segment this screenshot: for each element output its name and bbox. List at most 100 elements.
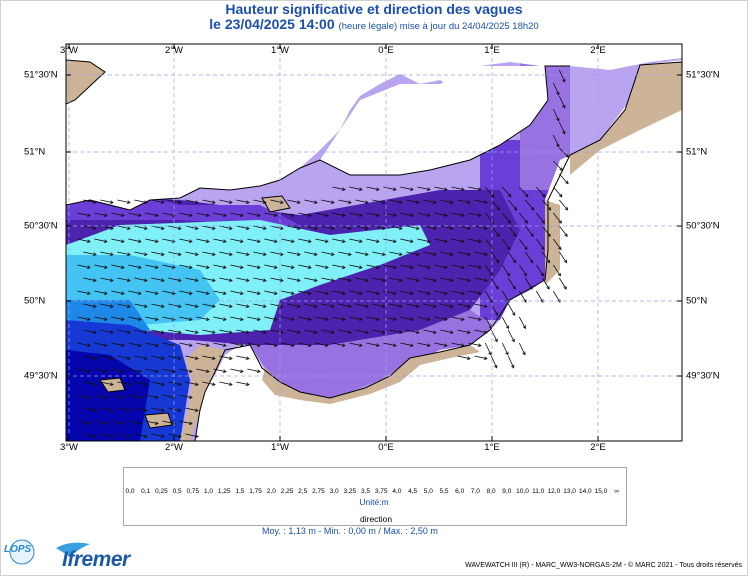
- direction-arrow: [518, 264, 527, 277]
- direction-arrow-head: [557, 272, 561, 277]
- direction-arrow-head: [324, 213, 329, 217]
- direction-arrow: [219, 199, 233, 204]
- direction-arrow: [77, 290, 91, 295]
- direction-arrow-head: [505, 351, 509, 356]
- direction-arrow: [304, 251, 318, 256]
- direction-arrow-head: [524, 220, 528, 224]
- direction-arrow-head: [245, 304, 250, 308]
- direction-arrow-head: [375, 213, 380, 217]
- direction-arrow-head: [160, 278, 165, 282]
- direction-arrow: [315, 264, 329, 269]
- direction-arrow: [77, 342, 91, 347]
- direction-arrow: [94, 342, 108, 347]
- direction-arrow-head: [432, 226, 437, 230]
- direction-arrow: [100, 251, 114, 256]
- direction-arrow-head: [262, 200, 267, 204]
- direction-arrow: [440, 303, 454, 308]
- direction-arrow: [111, 342, 125, 347]
- direction-arrow-head: [126, 330, 131, 334]
- direction-arrow-head: [409, 317, 414, 321]
- direction-arrow-head: [511, 364, 515, 369]
- direction-arrow-head: [375, 265, 380, 269]
- direction-arrow: [219, 329, 233, 334]
- direction-arrow-head: [523, 272, 527, 277]
- direction-arrow-head: [126, 200, 131, 204]
- direction-arrow: [264, 238, 278, 243]
- direction-arrow-head: [415, 278, 420, 282]
- direction-arrow: [518, 238, 528, 250]
- direction-arrow-head: [392, 265, 397, 269]
- direction-arrow-head: [137, 317, 142, 321]
- direction-arrow: [383, 212, 397, 217]
- zone-southeast-purple: [250, 310, 500, 400]
- direction-arrow-head: [205, 343, 210, 347]
- direction-arrow: [247, 238, 261, 243]
- direction-arrow-head: [120, 317, 125, 321]
- direction-arrow-head: [426, 265, 431, 269]
- direction-arrow: [304, 199, 318, 204]
- direction-arrow-head: [194, 434, 199, 438]
- direction-arrow: [366, 342, 380, 347]
- direction-arrow-head: [120, 369, 125, 373]
- direction-arrow-head: [273, 291, 278, 295]
- direction-arrow-head: [415, 304, 420, 308]
- direction-arrow: [535, 238, 545, 250]
- direction-arrow: [349, 264, 363, 269]
- direction-arrow-head: [449, 304, 454, 308]
- direction-arrow-head: [426, 291, 431, 295]
- direction-arrow: [559, 147, 569, 158]
- direction-arrow-head: [177, 200, 182, 204]
- direction-arrow-head: [256, 369, 261, 373]
- direction-arrow-head: [171, 291, 176, 295]
- direction-arrow: [304, 225, 318, 230]
- direction-arrow-head: [432, 304, 437, 308]
- direction-arrow-head: [154, 369, 159, 373]
- direction-arrow-head: [483, 200, 488, 204]
- direction-arrow: [196, 368, 210, 373]
- direction-arrow: [128, 394, 142, 399]
- direction-arrow-head: [188, 317, 193, 321]
- direction-arrow: [366, 238, 380, 243]
- direction-arrow: [128, 290, 142, 295]
- direction-arrow-head: [330, 200, 335, 204]
- direction-arrow-head: [541, 246, 545, 251]
- direction-arrow: [518, 316, 526, 329]
- direction-arrow-head: [381, 304, 386, 308]
- legend-tick-label: 15,0: [594, 488, 608, 495]
- direction-arrow-head: [460, 239, 465, 243]
- direction-arrow: [484, 342, 492, 355]
- direction-arrow-head: [279, 252, 284, 256]
- direction-arrow: [558, 95, 566, 108]
- direction-arrow: [77, 368, 91, 373]
- direction-arrow: [134, 251, 148, 256]
- direction-arrow: [474, 303, 488, 308]
- direction-arrow: [366, 316, 380, 321]
- legend-tick-label: 2,5: [298, 488, 308, 495]
- direction-arrow-head: [347, 252, 352, 256]
- direction-arrow-head: [341, 187, 346, 191]
- direction-arrow: [128, 316, 142, 321]
- direction-arrow: [196, 290, 210, 295]
- direction-arrow-head: [426, 187, 431, 191]
- direction-arrow: [440, 225, 454, 230]
- direction-arrow: [179, 290, 193, 295]
- direction-arrow-head: [154, 239, 159, 243]
- direction-arrow: [168, 433, 182, 438]
- zone-navy: [66, 350, 150, 441]
- map-update-note: (heure légale) mise à jour du 24/04/2025…: [338, 21, 539, 32]
- direction-arrow: [162, 212, 176, 217]
- direction-arrow: [468, 186, 482, 191]
- direction-arrow-head: [409, 187, 414, 191]
- direction-arrow-head: [409, 343, 414, 347]
- direction-arrow: [474, 277, 488, 282]
- direction-arrow-head: [273, 265, 278, 269]
- direction-arrow: [168, 355, 182, 360]
- direction-arrow-head: [245, 382, 250, 386]
- direction-arrow-head: [443, 213, 448, 217]
- direction-arrow-head: [358, 213, 363, 217]
- direction-arrow-head: [483, 330, 488, 334]
- direction-arrow-head: [171, 369, 176, 373]
- direction-arrow: [145, 212, 159, 217]
- direction-arrow-head: [228, 278, 233, 282]
- direction-arrow-head: [211, 304, 216, 308]
